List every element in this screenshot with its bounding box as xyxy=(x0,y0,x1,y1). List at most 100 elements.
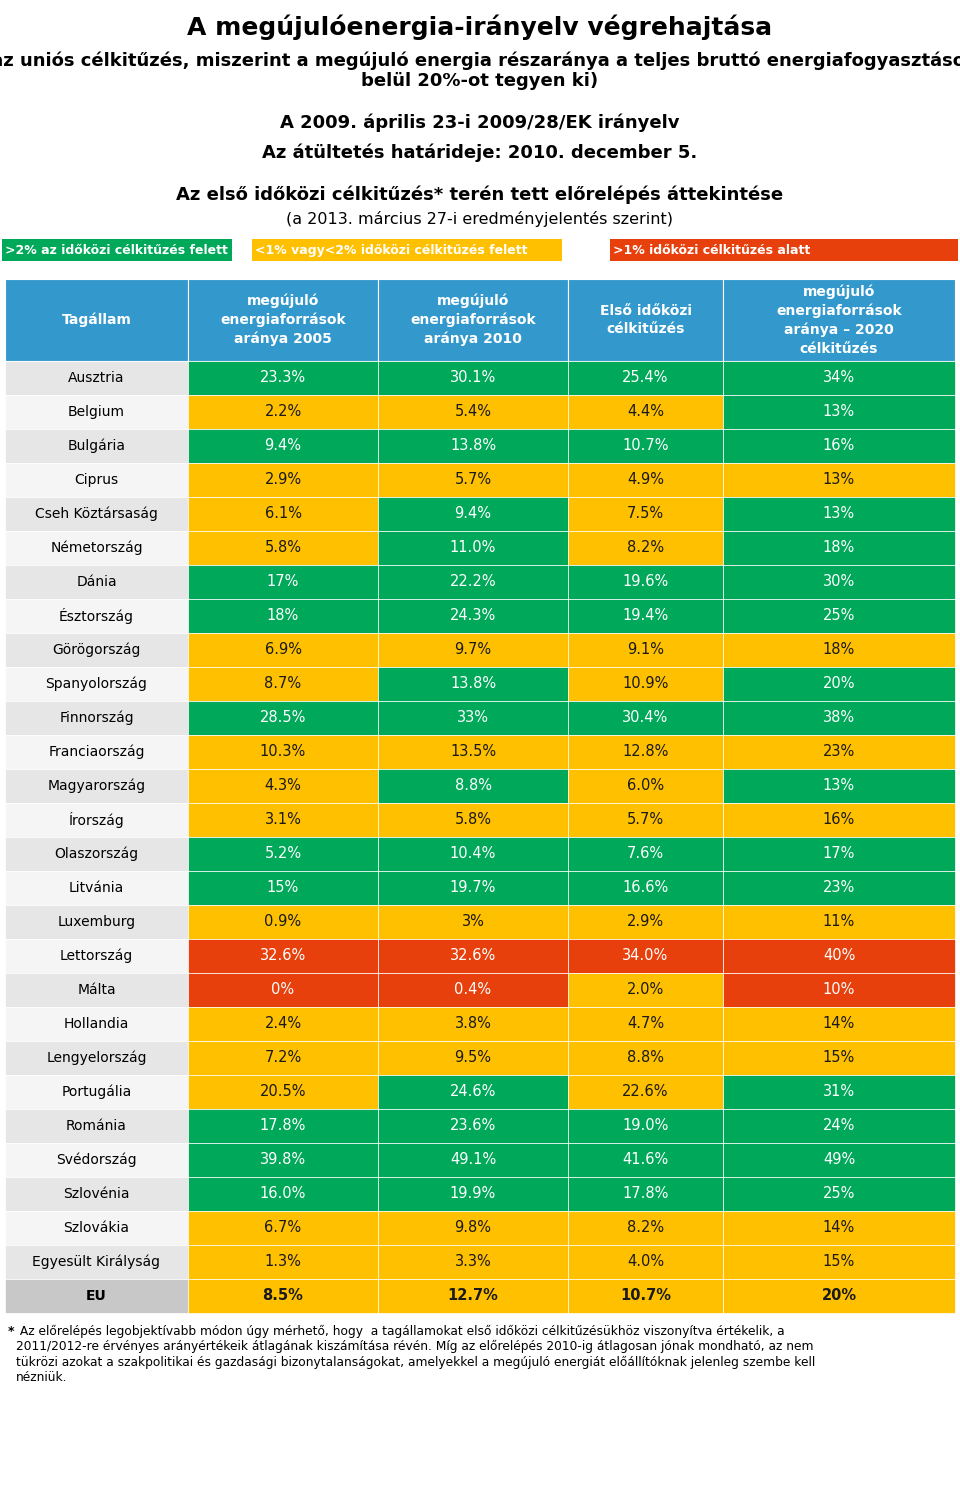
FancyBboxPatch shape xyxy=(188,497,378,532)
Text: 49.1%: 49.1% xyxy=(450,1152,496,1167)
FancyBboxPatch shape xyxy=(568,598,723,633)
FancyBboxPatch shape xyxy=(568,497,723,532)
Text: Tagállam: Tagállam xyxy=(61,313,132,327)
FancyBboxPatch shape xyxy=(378,1244,568,1279)
Text: 30.4%: 30.4% xyxy=(622,710,668,726)
Text: 22.2%: 22.2% xyxy=(449,575,496,590)
FancyBboxPatch shape xyxy=(252,239,562,261)
Text: 8.2%: 8.2% xyxy=(627,541,664,555)
FancyBboxPatch shape xyxy=(188,598,378,633)
Text: 15%: 15% xyxy=(823,1050,855,1066)
FancyBboxPatch shape xyxy=(5,279,188,361)
Text: Lettország: Lettország xyxy=(60,949,133,964)
Text: 2.4%: 2.4% xyxy=(264,1017,301,1032)
FancyBboxPatch shape xyxy=(378,667,568,701)
FancyBboxPatch shape xyxy=(188,395,378,429)
Text: 22.6%: 22.6% xyxy=(622,1084,669,1099)
FancyBboxPatch shape xyxy=(378,735,568,769)
Text: 17.8%: 17.8% xyxy=(260,1118,306,1133)
FancyBboxPatch shape xyxy=(5,1143,188,1178)
FancyBboxPatch shape xyxy=(723,497,955,532)
Text: 13.8%: 13.8% xyxy=(450,438,496,453)
FancyBboxPatch shape xyxy=(568,973,723,1007)
FancyBboxPatch shape xyxy=(568,1279,723,1313)
FancyBboxPatch shape xyxy=(5,1109,188,1143)
Text: 15%: 15% xyxy=(823,1255,855,1270)
FancyBboxPatch shape xyxy=(723,667,955,701)
FancyBboxPatch shape xyxy=(723,598,955,633)
Text: Az első időközi célkitűzés* terén tett előrelépés áttekintése: Az első időközi célkitűzés* terén tett e… xyxy=(177,186,783,203)
FancyBboxPatch shape xyxy=(188,633,378,667)
FancyBboxPatch shape xyxy=(378,904,568,939)
Text: 9.1%: 9.1% xyxy=(627,643,664,658)
FancyBboxPatch shape xyxy=(568,564,723,598)
Text: 5.8%: 5.8% xyxy=(454,812,492,827)
FancyBboxPatch shape xyxy=(378,497,568,532)
Text: 25%: 25% xyxy=(823,1187,855,1201)
FancyBboxPatch shape xyxy=(5,463,188,497)
Text: 3.3%: 3.3% xyxy=(455,1255,492,1270)
Text: 9.7%: 9.7% xyxy=(454,643,492,658)
FancyBboxPatch shape xyxy=(568,838,723,872)
FancyBboxPatch shape xyxy=(568,939,723,973)
FancyBboxPatch shape xyxy=(188,429,378,463)
Text: 8.8%: 8.8% xyxy=(454,778,492,793)
FancyBboxPatch shape xyxy=(188,1210,378,1244)
FancyBboxPatch shape xyxy=(188,1109,378,1143)
Text: (a 2013. március 27-i eredményjelentés szerint): (a 2013. március 27-i eredményjelentés s… xyxy=(286,211,674,227)
FancyBboxPatch shape xyxy=(5,1279,188,1313)
FancyBboxPatch shape xyxy=(723,532,955,564)
FancyBboxPatch shape xyxy=(188,973,378,1007)
Text: 34.0%: 34.0% xyxy=(622,949,668,964)
Text: 9.8%: 9.8% xyxy=(454,1221,492,1236)
Text: 28.5%: 28.5% xyxy=(260,710,306,726)
Text: 9.5%: 9.5% xyxy=(454,1050,492,1066)
Text: 2.2%: 2.2% xyxy=(264,404,301,419)
FancyBboxPatch shape xyxy=(723,564,955,598)
Text: 13.5%: 13.5% xyxy=(450,744,496,759)
FancyBboxPatch shape xyxy=(5,1244,188,1279)
FancyBboxPatch shape xyxy=(5,532,188,564)
Text: 32.6%: 32.6% xyxy=(260,949,306,964)
Text: 8.5%: 8.5% xyxy=(263,1289,303,1304)
Text: 49%: 49% xyxy=(823,1152,855,1167)
FancyBboxPatch shape xyxy=(568,1178,723,1210)
FancyBboxPatch shape xyxy=(378,1143,568,1178)
Text: 9.4%: 9.4% xyxy=(454,506,492,521)
Text: Az átültetés határideje: 2010. december 5.: Az átültetés határideje: 2010. december … xyxy=(262,143,698,162)
Text: 30.1%: 30.1% xyxy=(450,370,496,386)
Text: Románia: Románia xyxy=(66,1120,127,1133)
FancyBboxPatch shape xyxy=(723,769,955,803)
FancyBboxPatch shape xyxy=(568,769,723,803)
FancyBboxPatch shape xyxy=(568,701,723,735)
Text: 2.9%: 2.9% xyxy=(627,915,664,930)
FancyBboxPatch shape xyxy=(568,667,723,701)
FancyBboxPatch shape xyxy=(723,463,955,497)
Text: 23%: 23% xyxy=(823,881,855,895)
Text: 19.0%: 19.0% xyxy=(622,1118,669,1133)
Text: 10.7%: 10.7% xyxy=(622,438,669,453)
FancyBboxPatch shape xyxy=(5,395,188,429)
Text: Görögország: Görögország xyxy=(52,643,141,658)
FancyBboxPatch shape xyxy=(188,904,378,939)
FancyBboxPatch shape xyxy=(568,1041,723,1075)
FancyBboxPatch shape xyxy=(723,429,955,463)
Text: 13.8%: 13.8% xyxy=(450,677,496,692)
Text: 7.5%: 7.5% xyxy=(627,506,664,521)
Text: Magyarország: Magyarország xyxy=(47,778,146,793)
FancyBboxPatch shape xyxy=(188,1007,378,1041)
Text: Ciprus: Ciprus xyxy=(75,474,119,487)
Text: 16%: 16% xyxy=(823,438,855,453)
Text: 7.2%: 7.2% xyxy=(264,1050,301,1066)
Text: 18%: 18% xyxy=(823,643,855,658)
Text: 12.8%: 12.8% xyxy=(622,744,669,759)
Text: 7.6%: 7.6% xyxy=(627,846,664,861)
FancyBboxPatch shape xyxy=(378,872,568,904)
Text: Svédország: Svédország xyxy=(57,1152,137,1167)
FancyBboxPatch shape xyxy=(723,1244,955,1279)
Text: megújuló
energiaforrások
aránya 2010: megújuló energiaforrások aránya 2010 xyxy=(410,294,536,346)
FancyBboxPatch shape xyxy=(5,1210,188,1244)
Text: Ausztria: Ausztria xyxy=(68,371,125,385)
Text: 6.7%: 6.7% xyxy=(264,1221,301,1236)
Text: 6.0%: 6.0% xyxy=(627,778,664,793)
